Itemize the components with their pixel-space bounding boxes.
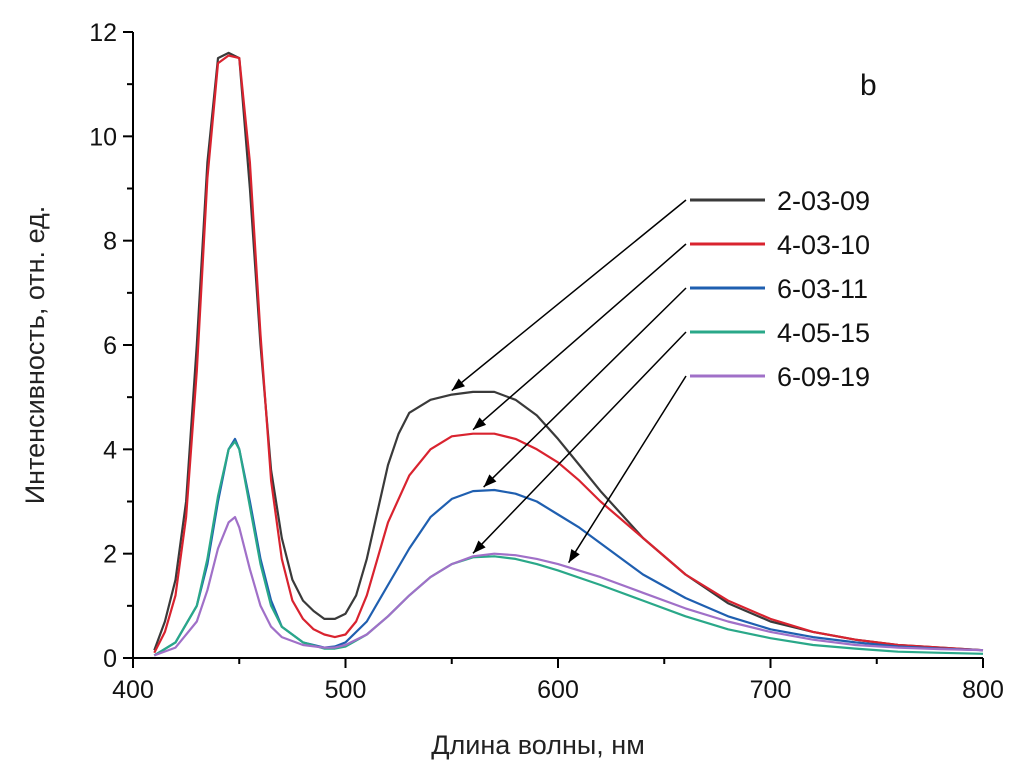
annotation-arrow-head bbox=[473, 417, 487, 430]
series-line-4-05-15 bbox=[153, 440, 984, 657]
y-tick-label: 8 bbox=[103, 228, 117, 256]
annotation-arrow-line bbox=[451, 199, 687, 392]
legend-label-4-03-10: 4-03-10 bbox=[777, 230, 870, 260]
y-tick-label: 0 bbox=[103, 645, 117, 673]
annotation-arrow-head bbox=[483, 474, 497, 488]
x-tick-label: 400 bbox=[112, 676, 154, 704]
annotation-arrow-line bbox=[472, 331, 687, 554]
annotation-arrow-head bbox=[473, 540, 486, 554]
annotation-arrow-head bbox=[568, 549, 580, 563]
annotation-arrow-line bbox=[567, 375, 687, 564]
legend-label-6-09-19: 6-09-19 bbox=[777, 362, 870, 392]
series-line-4-03-10 bbox=[153, 54, 984, 654]
y-tick-label: 10 bbox=[89, 123, 117, 151]
y-ticks: 0 2 4 6 8 10 12 bbox=[89, 19, 133, 673]
series-line-6-09-19 bbox=[153, 516, 984, 657]
x-axis-title: Длина волны, нм bbox=[431, 730, 645, 760]
series-line-2-03-09 bbox=[153, 51, 984, 652]
annotation-arrows bbox=[451, 199, 687, 564]
x-tick-label: 700 bbox=[750, 676, 792, 704]
x-tick-label: 800 bbox=[962, 676, 1004, 704]
legend-label-2-03-09: 2-03-09 bbox=[777, 186, 870, 216]
x-ticks: 400 500 600 700 800 bbox=[112, 658, 1004, 704]
y-tick-label: 4 bbox=[103, 436, 117, 464]
annotation-arrow-head bbox=[451, 378, 465, 391]
legend-label-4-05-15: 4-05-15 bbox=[777, 318, 870, 348]
annotation-arrow-line bbox=[472, 243, 687, 431]
annotation-arrow-line bbox=[483, 287, 687, 488]
panel-label: b bbox=[860, 69, 877, 102]
series-line-6-03-11 bbox=[153, 437, 984, 657]
series-curves bbox=[153, 51, 984, 657]
legend-label-6-03-11: 6-03-11 bbox=[777, 274, 868, 304]
y-tick-label: 2 bbox=[103, 541, 117, 569]
legend: 2-03-09 4-03-10 6-03-11 4-05-15 6-09-19 bbox=[690, 186, 870, 392]
y-axis-title: Интенсивность, отн. ед. bbox=[20, 206, 50, 504]
y-tick-label: 6 bbox=[103, 332, 117, 360]
x-tick-label: 600 bbox=[537, 676, 579, 704]
x-tick-label: 500 bbox=[325, 676, 367, 704]
y-tick-label: 12 bbox=[89, 19, 117, 47]
